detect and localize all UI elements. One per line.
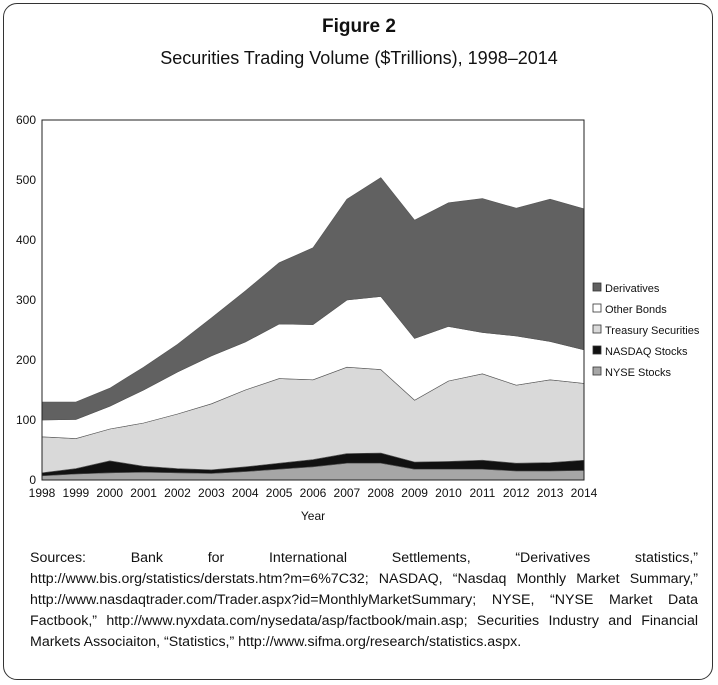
x-tick-label: 2006 xyxy=(300,486,327,500)
x-tick-label: 2010 xyxy=(435,486,462,500)
legend: Derivatives Other Bonds Treasury Securitie… xyxy=(592,282,700,379)
chart-areas xyxy=(41,177,585,481)
y-tick-label: 0 xyxy=(29,473,36,487)
sources-note: Sources: Bank for International Settleme… xyxy=(30,550,698,650)
legend-swatch xyxy=(592,324,602,334)
legend-swatch xyxy=(592,345,602,355)
x-tick-label: 2013 xyxy=(537,486,564,500)
legend-label: Derivatives xyxy=(605,283,660,295)
x-tick-label: 2002 xyxy=(164,486,191,500)
x-tick-label: 2004 xyxy=(232,486,259,500)
legend-label: Treasury Securities xyxy=(605,325,700,337)
x-tick-label: 2007 xyxy=(334,486,361,500)
x-tick-label: 1999 xyxy=(63,486,90,500)
y-tick-label: 200 xyxy=(16,353,36,367)
chart: 0 100 200 300 400 500 600 1998 1999 2000 2001 2002… xyxy=(16,113,700,523)
legend-swatch xyxy=(592,303,602,313)
chart-title: Securities Trading Volume ($Trillions), … xyxy=(160,48,558,68)
x-tick-label: 2003 xyxy=(198,486,225,500)
legend-swatch xyxy=(592,282,602,292)
y-tick-label: 300 xyxy=(16,293,36,307)
x-tick-label: 2008 xyxy=(367,486,394,500)
legend-label: NASDAQ Stocks xyxy=(605,346,688,358)
x-tick-label: 2014 xyxy=(571,486,598,500)
legend-swatch xyxy=(592,366,602,376)
x-tick-label: 2012 xyxy=(503,486,530,500)
x-axis-label: Year xyxy=(301,509,325,523)
y-axis: 0 100 200 300 400 500 600 xyxy=(16,113,36,487)
y-tick-label: 600 xyxy=(16,113,36,127)
y-tick-label: 500 xyxy=(16,173,36,187)
legend-label: NYSE Stocks xyxy=(605,367,672,379)
legend-label: Other Bonds xyxy=(605,304,667,316)
y-tick-label: 400 xyxy=(16,233,36,247)
x-tick-label: 2009 xyxy=(401,486,428,500)
figure-label: Figure 2 xyxy=(322,16,396,37)
x-tick-label: 2000 xyxy=(96,486,123,500)
x-tick-label: 1998 xyxy=(29,486,56,500)
x-tick-label: 2001 xyxy=(130,486,157,500)
x-tick-label: 2011 xyxy=(469,486,495,500)
x-tick-label: 2005 xyxy=(266,486,293,500)
plot-border xyxy=(41,119,585,481)
x-axis: 1998 1999 2000 2001 2002 2003 2004 2005 2006 2007… xyxy=(29,486,598,500)
y-tick-label: 100 xyxy=(16,413,36,427)
